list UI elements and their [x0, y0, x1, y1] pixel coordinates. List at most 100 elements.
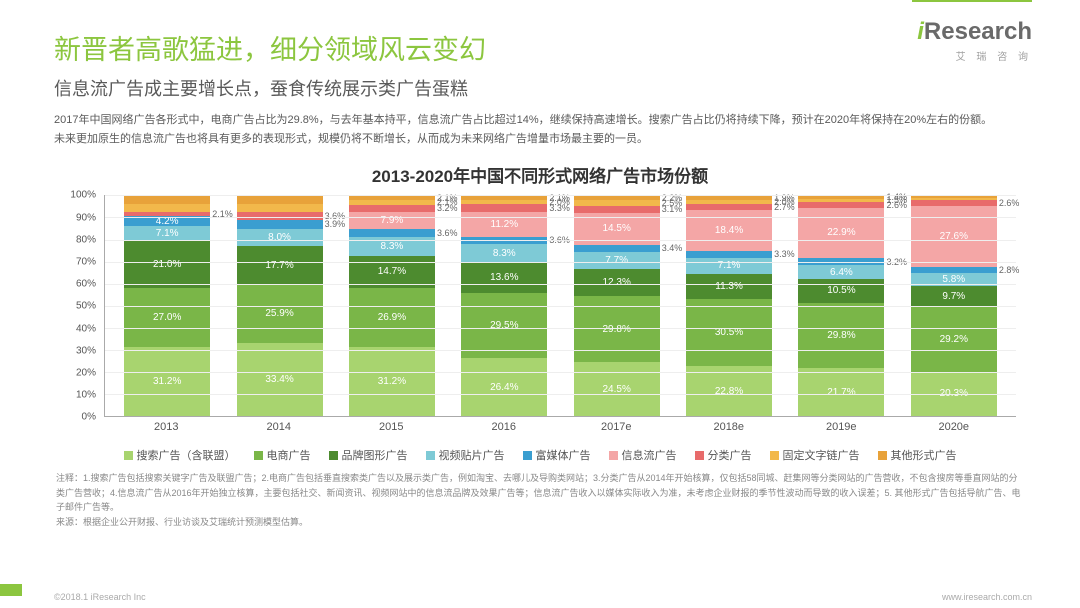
- legend-item-search: 搜索广告（含联盟）: [124, 447, 236, 463]
- legend-label: 视频贴片广告: [439, 447, 505, 463]
- y-tick: 70%: [76, 256, 96, 267]
- footnote: 注释：1.搜索广告包括搜索关键字广告及联盟广告；2.电商广告包括垂直搜索类广告以…: [54, 471, 1026, 529]
- desc-line-2: 未来更加原生的信息流广告也将具有更多的表现形式，规模仍将不断增长，从而成为未来网…: [54, 130, 1026, 149]
- segment-class: 2.6%: [911, 200, 997, 206]
- grid-line: [105, 262, 1016, 263]
- segment-text: 2.0%: [686, 200, 772, 204]
- legend-label: 固定文字链广告: [783, 447, 860, 463]
- x-tick: 2018e: [686, 417, 772, 437]
- y-tick: 90%: [76, 212, 96, 223]
- description: 2017年中国网络广告各形式中，电商广告占比为29.8%，与去年基本持平，信息流…: [54, 111, 1026, 148]
- legend-label: 富媒体广告: [536, 447, 591, 463]
- grid-line: [105, 284, 1016, 285]
- y-tick: 10%: [76, 390, 96, 401]
- accent-box: [0, 584, 22, 596]
- x-tick: 2017e: [573, 417, 659, 437]
- segment-rich: 3.3%: [686, 251, 772, 258]
- segment-ecom: 29.8%: [798, 303, 884, 369]
- segment-feed: 7.9%: [349, 212, 435, 229]
- segment-class: 3.3%: [461, 204, 547, 211]
- segment-search: 31.2%: [349, 347, 435, 416]
- segment-video: 6.4%: [798, 265, 884, 279]
- page-title: 新晋者高歌猛进，细分领域风云变幻: [54, 28, 1026, 67]
- x-tick: 2013: [123, 417, 209, 437]
- grid-line: [105, 306, 1016, 307]
- segment-feed: 11.2%: [461, 212, 547, 237]
- segment-ecom: 29.5%: [461, 293, 547, 358]
- desc-line-1: 2017年中国网络广告各形式中，电商广告占比为29.8%，与去年基本持平，信息流…: [54, 111, 1026, 130]
- segment-class: 2.6%: [798, 202, 884, 208]
- legend-item-rich: 富媒体广告: [523, 447, 591, 463]
- segment-text: 2.1%: [349, 200, 435, 205]
- legend-label: 搜索广告（含联盟）: [137, 447, 236, 463]
- segment-class: 3.6%: [237, 212, 323, 220]
- footer-right: www.iresearch.com.cn: [942, 592, 1032, 602]
- legend-item-class: 分类广告: [695, 447, 752, 463]
- legend-swatch: [254, 451, 263, 460]
- legend: 搜索广告（含联盟）电商广告品牌图形广告视频贴片广告富媒体广告信息流广告分类广告固…: [54, 447, 1026, 463]
- y-tick: 40%: [76, 323, 96, 334]
- slide-content: iResearch 艾 瑞 咨 询 新晋者高歌猛进，细分领域风云变幻 信息流广告…: [0, 0, 1080, 608]
- segment-text: [911, 198, 997, 200]
- logo-text: iResearch: [917, 18, 1032, 46]
- y-tick: 80%: [76, 234, 96, 245]
- segment-video: 8.3%: [461, 244, 547, 262]
- plot-area: 31.2%27.0%21.0%7.1%4.2%2.1%33.4%25.9%17.…: [104, 195, 1016, 417]
- segment-ecom: 30.5%: [686, 299, 772, 366]
- segment-ecom: 26.9%: [349, 288, 435, 347]
- segment-brand: 9.7%: [911, 286, 997, 307]
- footer: ©2018.1 iResearch Inc www.iresearch.com.…: [54, 592, 1032, 602]
- segment-search: 33.4%: [237, 343, 323, 417]
- legend-item-video: 视频贴片广告: [426, 447, 505, 463]
- y-tick: 60%: [76, 279, 96, 290]
- segment-video: 7.1%: [686, 258, 772, 274]
- legend-item-text: 固定文字链广告: [770, 447, 860, 463]
- legend-swatch: [770, 451, 779, 460]
- segment-class: 2.1%: [124, 212, 210, 217]
- segment-rich: 3.9%: [237, 220, 323, 229]
- segment-brand: 21.0%: [124, 241, 210, 287]
- grid-line: [105, 394, 1016, 395]
- segment-rich: 3.4%: [574, 245, 660, 253]
- grid-line: [105, 372, 1016, 373]
- legend-label: 品牌图形广告: [342, 447, 408, 463]
- x-tick: 2020e: [911, 417, 997, 437]
- segment-brand: 13.6%: [461, 263, 547, 293]
- logo-block: iResearch 艾 瑞 咨 询: [917, 18, 1032, 63]
- segment-brand: 11.3%: [686, 274, 772, 299]
- y-tick: 20%: [76, 367, 96, 378]
- segment-text: 2.0%: [461, 200, 547, 204]
- legend-item-other: 其他形式广告: [878, 447, 957, 463]
- legend-swatch: [124, 451, 133, 460]
- x-tick: 2016: [461, 417, 547, 437]
- y-tick: 30%: [76, 345, 96, 356]
- logo-subtitle: 艾 瑞 咨 询: [917, 48, 1032, 63]
- segment-ecom: 29.2%: [911, 307, 997, 372]
- y-tick: 0%: [82, 412, 96, 423]
- legend-item-feed: 信息流广告: [609, 447, 677, 463]
- grid-line: [105, 350, 1016, 351]
- segment-feed: 27.6%: [911, 206, 997, 267]
- segment-search: 31.2%: [124, 347, 210, 416]
- legend-swatch: [523, 451, 532, 460]
- legend-swatch: [609, 451, 618, 460]
- y-tick: 100%: [70, 190, 96, 201]
- x-tick: 2014: [236, 417, 322, 437]
- y-tick: 50%: [76, 301, 96, 312]
- segment-feed: 22.9%: [798, 208, 884, 259]
- x-tick: 2015: [348, 417, 434, 437]
- segment-search: 21.7%: [798, 368, 884, 416]
- segment-other: [124, 195, 210, 204]
- legend-swatch: [878, 451, 887, 460]
- legend-swatch: [329, 451, 338, 460]
- legend-swatch: [426, 451, 435, 460]
- grid-line: [105, 240, 1016, 241]
- legend-label: 其他形式广告: [891, 447, 957, 463]
- segment-class: 2.7%: [686, 204, 772, 210]
- x-tick: 2019e: [798, 417, 884, 437]
- grid-line: [105, 195, 1016, 196]
- segment-other: [237, 195, 323, 204]
- stacked-bar-chart: 0%10%20%30%40%50%60%70%80%90%100% 31.2%2…: [64, 195, 1016, 437]
- segment-text: [124, 204, 210, 212]
- legend-swatch: [695, 451, 704, 460]
